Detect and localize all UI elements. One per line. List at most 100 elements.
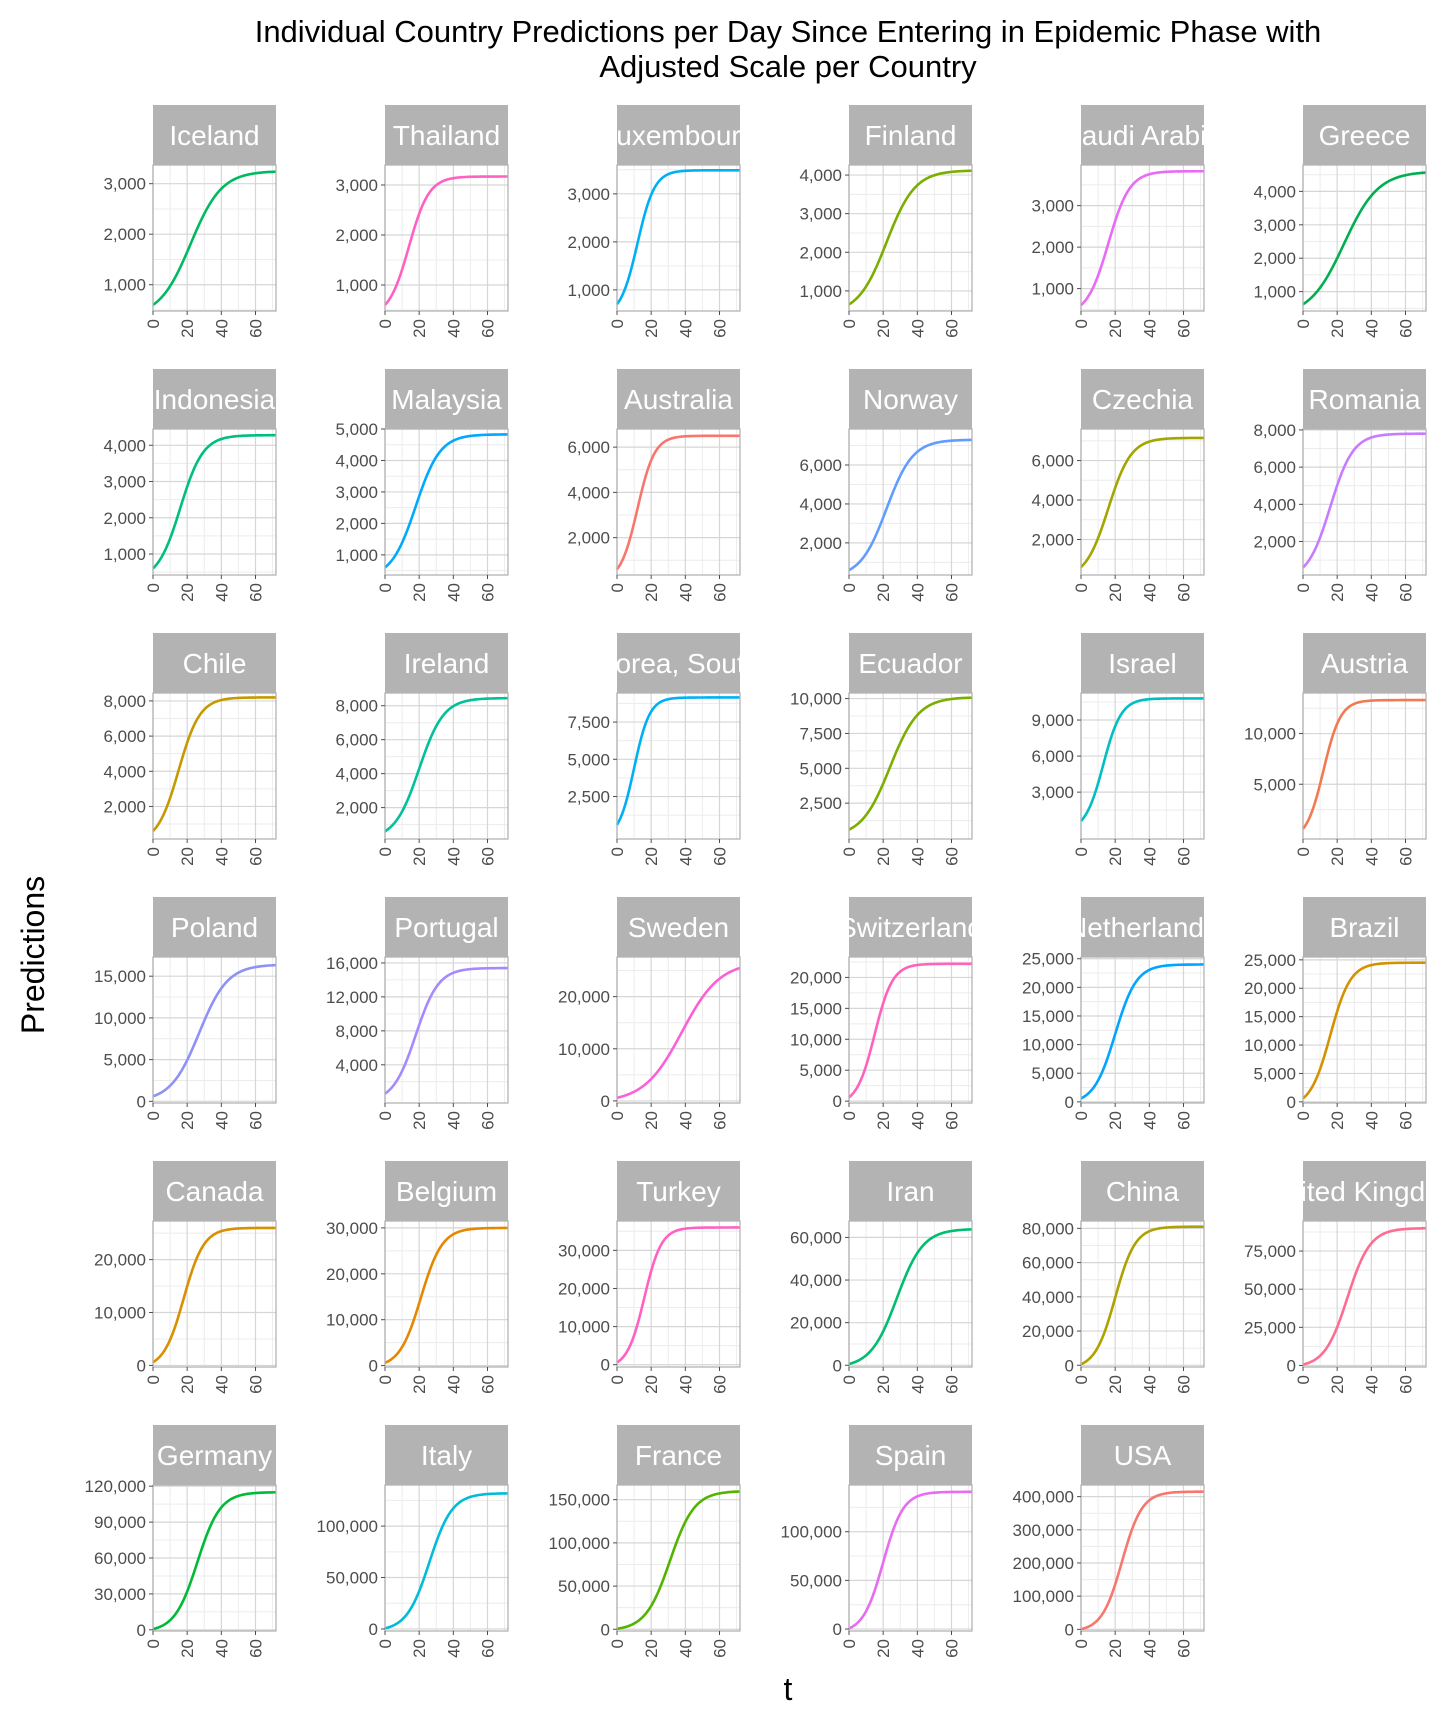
x-tick-label: 20 [1106, 319, 1125, 338]
y-tick-label: 20,000 [1022, 978, 1074, 997]
x-tick-label: 20 [178, 583, 197, 602]
series-line [848, 696, 973, 831]
x-tick-label: 0 [608, 1111, 627, 1120]
x-tick-label: 20 [642, 1375, 661, 1394]
x-tick-label: 60 [943, 319, 962, 338]
x-tick-label: 60 [711, 1375, 730, 1394]
facet-strip [153, 633, 276, 693]
facet-strip [849, 105, 972, 165]
x-tick-label: 40 [444, 583, 463, 602]
facet-label: Ireland [404, 648, 490, 679]
x-tick-label: 60 [943, 1639, 962, 1658]
x-tick-label: 20 [1328, 1111, 1347, 1130]
x-tick-label: 60 [1175, 847, 1194, 866]
y-tick-label: 16,000 [326, 954, 378, 973]
panel-background [1081, 693, 1204, 839]
x-tick-label: 20 [874, 319, 893, 338]
y-tick-label: 3,000 [335, 176, 378, 195]
panel-background [153, 429, 276, 575]
y-tick-label: 6,000 [1031, 747, 1074, 766]
facet-strip [1303, 633, 1426, 693]
x-tick-label: 40 [908, 847, 927, 866]
y-tick-label: 2,000 [1031, 238, 1074, 257]
facet-strip [1303, 105, 1426, 165]
y-tick-label: 4,000 [103, 436, 146, 455]
facet-strip [617, 1161, 740, 1221]
y-tick-label: 10,000 [1022, 1036, 1074, 1055]
x-tick-label: 0 [608, 583, 627, 592]
series-line [152, 1491, 277, 1631]
x-tick-label: 20 [1106, 583, 1125, 602]
y-tick-label: 6,000 [1253, 458, 1296, 477]
x-tick-label: 40 [1362, 847, 1381, 866]
y-tick-label: 2,000 [103, 797, 146, 816]
facet-label: Ecuador [858, 648, 962, 679]
x-tick-label: 0 [144, 1111, 163, 1120]
facet-panel: Spain 0 50,000 100,000 0 20 40 60 [781, 1425, 973, 1658]
facet-strip [385, 1161, 508, 1221]
x-tick-label: 0 [376, 847, 395, 856]
panel-border [1302, 428, 1427, 576]
y-tick-label: 10,000 [326, 1311, 378, 1330]
x-tick-label: 60 [247, 1111, 266, 1130]
y-tick-label: 90,000 [94, 1513, 146, 1532]
facet-panel: Ecuador 2,500 5,000 7,500 10,000 0 20 40 60 [790, 633, 973, 866]
y-tick-label: 2,000 [1031, 530, 1074, 549]
panel-border [1302, 164, 1427, 312]
panel-background [617, 429, 740, 575]
x-tick-label: 40 [1140, 1111, 1159, 1130]
x-tick-label: 20 [410, 1375, 429, 1394]
facet-label: Belgium [396, 1176, 497, 1207]
y-tick-label: 0 [137, 1621, 146, 1640]
panel-border [384, 428, 509, 576]
x-tick-label: 40 [908, 1639, 927, 1658]
y-tick-label: 3,000 [335, 483, 378, 502]
x-tick-label: 0 [144, 1639, 163, 1648]
facet-label: Indonesia [154, 384, 276, 415]
x-tick-label: 20 [410, 847, 429, 866]
facet-label: Chile [183, 648, 247, 679]
x-tick-label: 60 [247, 583, 266, 602]
y-tick-label: 4,000 [567, 483, 610, 502]
y-tick-label: 20,000 [558, 988, 610, 1007]
x-tick-label: 20 [1106, 1111, 1125, 1130]
facet-panel: China 0 20,000 40,000 60,000 80,000 0 20 40 60 [1022, 1161, 1205, 1394]
x-tick-label: 40 [1362, 319, 1381, 338]
x-tick-label: 0 [144, 847, 163, 856]
facet-label: Greece [1319, 120, 1411, 151]
facet-strip [1081, 105, 1204, 165]
facet-label: Switzerland [838, 912, 983, 943]
panel-border [384, 692, 509, 840]
y-tick-label: 6,000 [103, 727, 146, 746]
y-tick-label: 5,000 [799, 759, 842, 778]
x-tick-label: 40 [212, 847, 231, 866]
y-tick-label: 2,000 [567, 529, 610, 548]
facet-strip [849, 369, 972, 429]
x-tick-label: 20 [1328, 583, 1347, 602]
x-tick-label: 20 [178, 1375, 197, 1394]
y-tick-label: 8,000 [1253, 421, 1296, 440]
facet-strip [849, 897, 972, 957]
x-tick-label: 60 [711, 583, 730, 602]
panel-background [1303, 429, 1426, 575]
y-tick-label: 4,000 [103, 762, 146, 781]
x-tick-label: 0 [840, 1375, 859, 1384]
x-tick-label: 60 [1175, 1111, 1194, 1130]
panel-border [1080, 1484, 1205, 1632]
panel-background [153, 1221, 276, 1367]
facet-label: Canada [165, 1176, 264, 1207]
x-tick-label: 20 [410, 1111, 429, 1130]
panel-border [616, 164, 741, 312]
panel-background [849, 165, 972, 311]
x-tick-label: 0 [1072, 1111, 1091, 1120]
facet-label: Israel [1108, 648, 1176, 679]
y-tick-label: 4,000 [1253, 495, 1296, 514]
y-tick-label: 8,000 [335, 1022, 378, 1041]
y-tick-label: 60,000 [94, 1549, 146, 1568]
y-tick-label: 5,000 [799, 1061, 842, 1080]
facet-strip [1081, 1425, 1204, 1485]
y-tick-label: 2,000 [567, 233, 610, 252]
y-tick-label: 1,000 [799, 282, 842, 301]
facet-label: Austria [1321, 648, 1409, 679]
y-tick-label: 4,000 [335, 765, 378, 784]
